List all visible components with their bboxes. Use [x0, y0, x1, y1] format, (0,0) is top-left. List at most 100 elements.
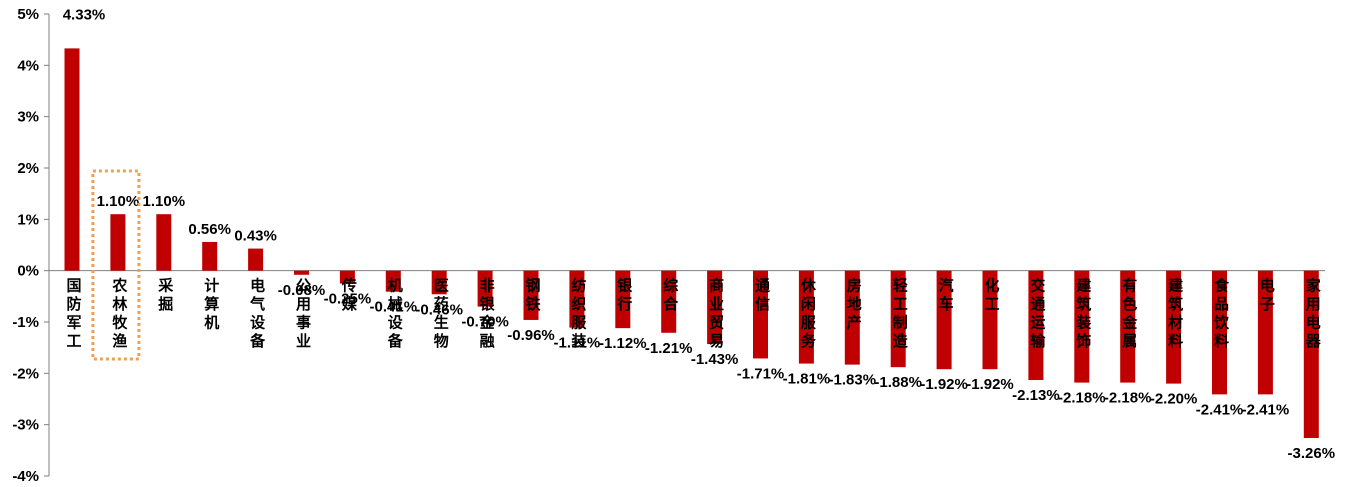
bar	[936, 270, 952, 370]
data-label: -0.25%	[324, 291, 372, 308]
data-label: -1.71%	[737, 365, 785, 382]
data-label: -1.83%	[829, 372, 877, 389]
category-label: 机械设备	[387, 277, 404, 351]
data-label: 1.10%	[97, 193, 140, 210]
bar	[707, 270, 723, 345]
data-label: -2.20%	[1150, 391, 1198, 408]
bar	[1212, 270, 1227, 395]
category-label: 电子	[1260, 277, 1275, 314]
y-tick-label: 5%	[17, 6, 39, 23]
y-tick-label: -2%	[12, 365, 39, 382]
y-tick-label: 2%	[17, 160, 39, 177]
y-tick-label: -1%	[12, 314, 39, 331]
data-label: -1.92%	[920, 376, 968, 393]
category-label: 食品饮料	[1213, 277, 1230, 351]
bar	[431, 270, 447, 295]
bar	[523, 270, 539, 320]
category-label: 非银金融	[479, 277, 496, 351]
data-label: -1.88%	[874, 374, 922, 391]
category-labels: 国防军工 农林牧渔 采掘 计算机 电气设备 公用事业 传媒 机械设备 医药生物 非银金融 钢铁 纺织服…	[66, 277, 1321, 351]
category-label: 轻工制造	[893, 277, 908, 351]
category-label: 商业贸易	[709, 277, 724, 351]
data-label: 1.10%	[143, 193, 186, 210]
bar	[1166, 270, 1182, 384]
bar	[798, 270, 814, 364]
category-label: 综合	[662, 277, 679, 314]
category-label: 电气设备	[249, 277, 266, 351]
data-label: -2.13%	[1012, 387, 1060, 404]
category-label: 家用电器	[1305, 277, 1322, 351]
bar	[1257, 270, 1273, 395]
bar	[1028, 270, 1044, 381]
data-label: -0.41%	[370, 299, 418, 316]
bar	[202, 241, 218, 271]
data-label: -2.18%	[1104, 390, 1152, 407]
data-label: 0.43%	[234, 228, 277, 245]
bar	[294, 270, 309, 275]
y-tick-label: -4%	[12, 468, 39, 485]
data-label: -2.41%	[1196, 401, 1244, 418]
category-label: 房地产	[847, 277, 862, 332]
bar	[1120, 270, 1136, 383]
bar	[982, 270, 998, 370]
data-label: -1.43%	[691, 351, 739, 368]
category-label: 银行	[616, 277, 633, 314]
data-label: -0.46%	[415, 301, 463, 318]
y-tick-label: 1%	[17, 211, 39, 228]
category-label: 有色金属	[1121, 277, 1138, 351]
category-label: 钢铁	[525, 277, 540, 314]
category-label: 传媒	[341, 277, 358, 314]
bar	[64, 48, 80, 271]
data-labels: 4.33%1.10% 1.10%0.56% 0.43%-0.08%-0.25%-0.…	[63, 6, 1335, 462]
data-label: 4.33%	[63, 6, 106, 23]
category-label: 农林牧渔	[111, 277, 128, 351]
category-label: 纺织服装	[570, 277, 587, 351]
highlight-box	[91, 169, 141, 361]
bar	[156, 214, 172, 271]
bar	[477, 270, 493, 307]
bar	[753, 270, 768, 359]
bar	[615, 270, 631, 329]
highlight-dashed-box	[91, 169, 141, 361]
data-label: -0.70%	[461, 314, 509, 331]
bar	[385, 270, 401, 292]
data-label: 0.56%	[188, 221, 231, 238]
bar	[890, 270, 906, 368]
bar	[661, 270, 677, 333]
bars	[64, 48, 1319, 439]
bar	[1303, 270, 1319, 439]
category-label: 计算机	[204, 277, 219, 332]
data-label: -2.18%	[1058, 390, 1106, 407]
bar	[339, 270, 355, 284]
data-label: -1.92%	[966, 376, 1014, 393]
category-label: 汽车	[939, 277, 954, 314]
data-label: -3.26%	[1288, 445, 1336, 462]
data-label: -1.11%	[554, 335, 601, 352]
bar	[844, 270, 860, 365]
y-tick-label: 0%	[17, 263, 39, 280]
data-label: -1.81%	[783, 371, 831, 388]
category-label: 医药生物	[434, 277, 449, 351]
data-label: -1.12%	[599, 335, 647, 352]
data-label: -0.96%	[507, 327, 555, 344]
bar	[110, 214, 126, 271]
bar	[569, 270, 585, 328]
y-tick-label: -3%	[12, 417, 39, 434]
category-label: 建筑材料	[1167, 277, 1184, 351]
y-tick-label: 4%	[17, 57, 39, 74]
category-label: 采掘	[157, 277, 174, 314]
bar	[1074, 270, 1090, 383]
category-label: 化工	[984, 277, 999, 314]
category-label: 休闲服务	[800, 277, 817, 351]
category-label: 建筑装饰	[1075, 277, 1092, 351]
category-label: 公用事业	[296, 277, 311, 351]
category-label: 通信	[755, 277, 770, 314]
data-label: -1.21%	[645, 340, 693, 357]
category-label: 交通运输	[1030, 277, 1046, 351]
y-tick-label: 3%	[17, 109, 39, 126]
category-label: 国防军工	[66, 277, 81, 351]
data-label: -2.41%	[1242, 401, 1290, 418]
data-label: -0.08%	[278, 282, 326, 299]
bar	[248, 248, 264, 271]
